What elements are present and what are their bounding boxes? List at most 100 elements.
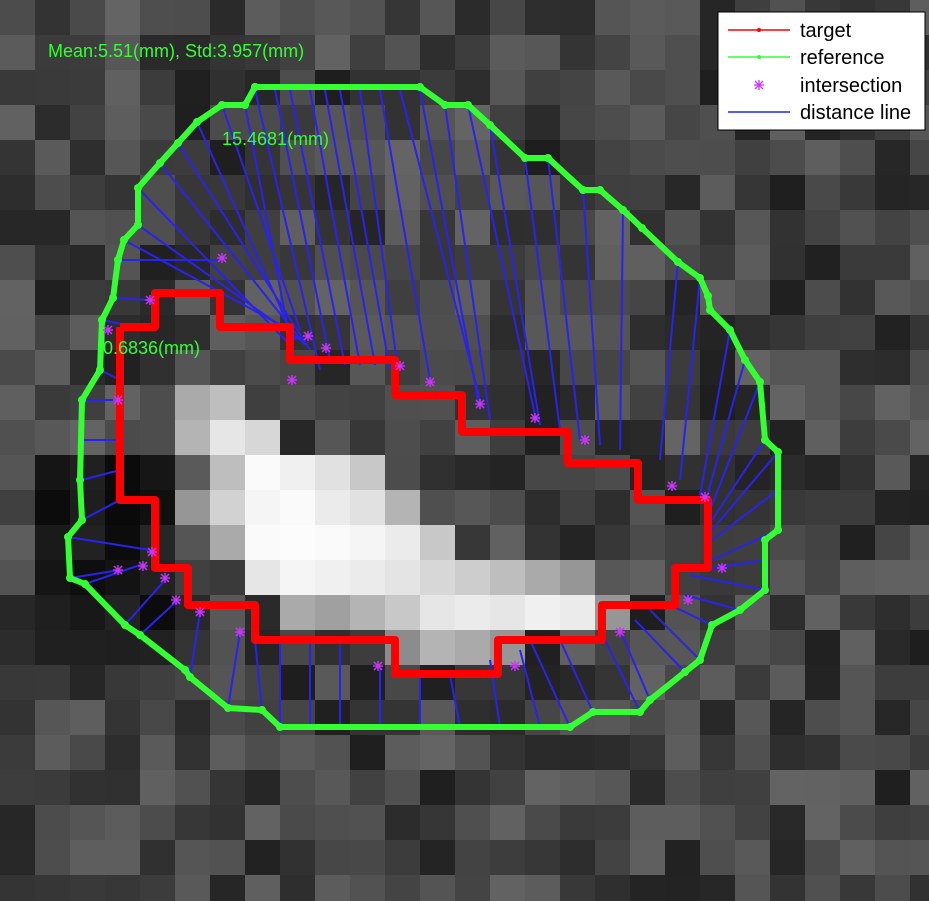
background-pixel bbox=[525, 420, 560, 455]
background-pixel bbox=[0, 245, 35, 280]
background-pixel bbox=[350, 735, 385, 770]
background-pixel bbox=[280, 735, 315, 770]
background-pixel bbox=[805, 525, 840, 560]
distance-line bbox=[196, 121, 296, 341]
background-pixel bbox=[280, 350, 315, 385]
background-pixel bbox=[840, 595, 875, 630]
background-pixel bbox=[770, 385, 805, 420]
intersection-marker bbox=[475, 399, 485, 409]
distance-line bbox=[254, 639, 263, 711]
background-pixel bbox=[875, 210, 910, 245]
background-pixel bbox=[245, 735, 280, 770]
background-pixel bbox=[735, 175, 770, 210]
background-pixel bbox=[805, 350, 840, 385]
background-pixel bbox=[350, 525, 385, 560]
background-pixel bbox=[420, 595, 455, 630]
background-pixel bbox=[70, 455, 105, 490]
reference-point bbox=[186, 673, 194, 681]
background-pixel bbox=[805, 630, 840, 665]
distance-line bbox=[189, 611, 201, 678]
background-pixel bbox=[385, 455, 420, 490]
background-pixel bbox=[210, 70, 245, 105]
background-pixel bbox=[875, 840, 910, 875]
background-pixel bbox=[315, 490, 350, 525]
background-pixel bbox=[245, 595, 280, 630]
reference-point bbox=[224, 704, 232, 712]
background-pixel bbox=[910, 315, 929, 350]
background-pixel bbox=[525, 840, 560, 875]
background-pixel bbox=[490, 735, 525, 770]
distance-line bbox=[619, 629, 651, 701]
background-pixel bbox=[525, 0, 560, 35]
background-pixel bbox=[245, 560, 280, 595]
background-pixel bbox=[595, 105, 630, 140]
background-pixel bbox=[630, 0, 665, 35]
background-pixel bbox=[735, 875, 770, 901]
background-pixel bbox=[490, 525, 525, 560]
background-pixel bbox=[140, 0, 175, 35]
background-pixel bbox=[350, 350, 385, 385]
background-pixel bbox=[280, 420, 315, 455]
distance-line bbox=[689, 574, 766, 591]
distance-line bbox=[339, 89, 391, 371]
background-pixel bbox=[700, 140, 735, 175]
background-pixel bbox=[175, 385, 210, 420]
legend-item-reference: reference bbox=[728, 47, 885, 69]
background-pixel bbox=[385, 875, 420, 901]
distance-line bbox=[254, 89, 321, 371]
distance-line bbox=[619, 209, 624, 451]
background-pixel bbox=[630, 595, 665, 630]
background-pixel bbox=[280, 525, 315, 560]
background-pixel bbox=[0, 385, 35, 420]
background-pixel bbox=[595, 70, 630, 105]
background-pixel bbox=[665, 350, 700, 385]
background-pixel bbox=[175, 0, 210, 35]
background-pixel bbox=[0, 70, 35, 105]
background-pixel bbox=[910, 280, 929, 315]
background-pixel bbox=[0, 770, 35, 805]
background-pixel bbox=[910, 420, 929, 455]
background-pixel bbox=[525, 455, 560, 490]
target-contour bbox=[116, 289, 712, 678]
background-pixel bbox=[35, 140, 70, 175]
stats-annotation: Mean:5.51(mm), Std:3.957(mm) bbox=[48, 41, 304, 61]
reference-point bbox=[181, 666, 189, 674]
reference-point bbox=[544, 154, 552, 162]
background-pixel bbox=[630, 735, 665, 770]
background-pixel bbox=[280, 770, 315, 805]
background-pixel bbox=[350, 560, 385, 595]
background-pixel bbox=[455, 315, 490, 350]
reference-point bbox=[696, 274, 704, 282]
background-pixel bbox=[105, 175, 140, 210]
background-pixel bbox=[770, 875, 805, 901]
background-pixel bbox=[840, 245, 875, 280]
background-pixel bbox=[770, 595, 805, 630]
background-pixel bbox=[455, 35, 490, 70]
intersection-marker bbox=[160, 573, 170, 583]
reference-point bbox=[156, 159, 164, 167]
background-pixel bbox=[805, 385, 840, 420]
background-pixel bbox=[840, 350, 875, 385]
background-pixel bbox=[630, 420, 665, 455]
distance-line bbox=[711, 439, 766, 521]
background-pixel bbox=[595, 770, 630, 805]
background-pixel bbox=[735, 455, 770, 490]
background-pixel bbox=[770, 665, 805, 700]
min-distance-label: 0.6836(mm) bbox=[103, 338, 200, 358]
background-pixel bbox=[0, 315, 35, 350]
background-pixel bbox=[315, 0, 350, 35]
background-pixel bbox=[805, 210, 840, 245]
background-pixel bbox=[280, 560, 315, 595]
background-pixel bbox=[140, 70, 175, 105]
background-pixel bbox=[525, 35, 560, 70]
background-pixel bbox=[770, 175, 805, 210]
background-pixel bbox=[420, 35, 455, 70]
background-pixel bbox=[455, 455, 490, 490]
background-pixel bbox=[840, 175, 875, 210]
background-pixel bbox=[315, 455, 350, 490]
background-pixel bbox=[595, 840, 630, 875]
background-pixel bbox=[840, 315, 875, 350]
background-pixel bbox=[70, 210, 105, 245]
background-pixel bbox=[105, 840, 140, 875]
background-pixel bbox=[35, 840, 70, 875]
